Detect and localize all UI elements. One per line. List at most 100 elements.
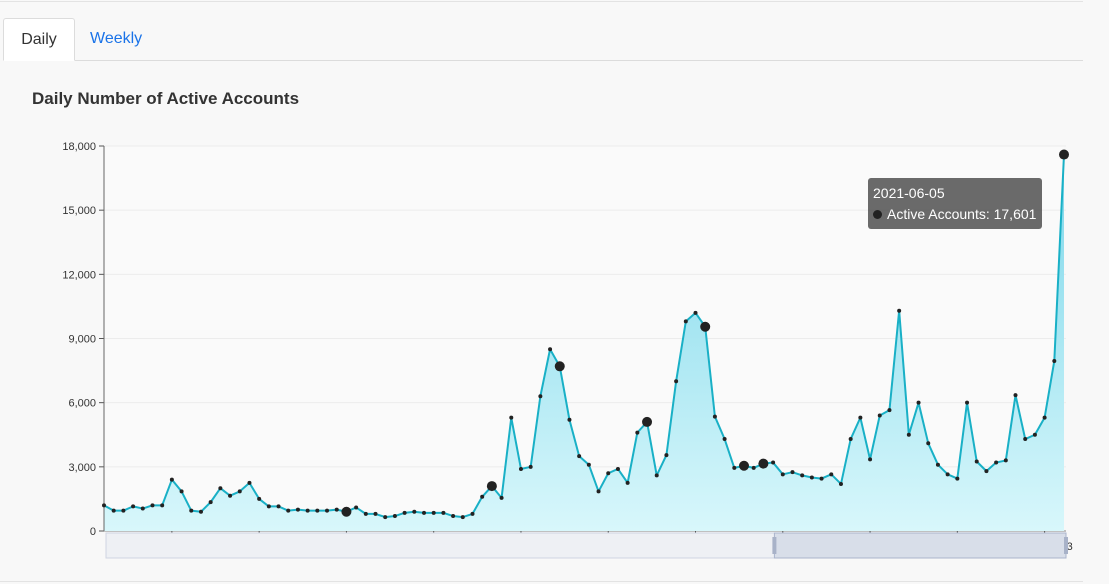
data-point[interactable] xyxy=(1052,358,1057,363)
data-point[interactable] xyxy=(383,515,388,520)
data-point[interactable] xyxy=(994,460,999,465)
data-point[interactable] xyxy=(402,510,407,515)
data-point[interactable] xyxy=(1013,393,1018,398)
tab-weekly[interactable]: Weekly xyxy=(90,30,143,47)
data-point[interactable] xyxy=(819,476,824,481)
data-point[interactable] xyxy=(838,481,843,486)
highlighted-point[interactable] xyxy=(758,458,769,469)
data-point[interactable] xyxy=(829,472,834,477)
data-point[interactable] xyxy=(693,310,698,315)
data-point[interactable] xyxy=(596,489,601,494)
tab-daily[interactable]: Daily xyxy=(3,18,75,61)
data-point[interactable] xyxy=(412,509,417,514)
data-point[interactable] xyxy=(470,511,475,516)
data-point[interactable] xyxy=(615,466,620,471)
highlighted-point[interactable] xyxy=(700,321,711,332)
data-point[interactable] xyxy=(363,511,368,516)
data-point[interactable] xyxy=(286,508,291,513)
data-point[interactable] xyxy=(935,462,940,467)
data-point[interactable] xyxy=(1042,415,1047,420)
data-point[interactable] xyxy=(897,308,902,313)
data-point[interactable] xyxy=(305,508,310,513)
data-point[interactable] xyxy=(809,475,814,480)
data-point[interactable] xyxy=(150,503,155,508)
data-point[interactable] xyxy=(334,507,339,512)
data-point[interactable] xyxy=(431,510,436,515)
data-point[interactable] xyxy=(712,414,717,419)
data-point[interactable] xyxy=(295,507,300,512)
data-point[interactable] xyxy=(877,413,882,418)
data-point[interactable] xyxy=(315,508,320,513)
data-point[interactable] xyxy=(499,495,504,500)
data-point[interactable] xyxy=(974,459,979,464)
data-point[interactable] xyxy=(237,489,242,494)
data-point[interactable] xyxy=(780,472,785,477)
data-point[interactable] xyxy=(257,496,262,501)
data-point[interactable] xyxy=(218,486,223,491)
data-point[interactable] xyxy=(441,510,446,515)
data-point[interactable] xyxy=(984,469,989,474)
data-point[interactable] xyxy=(945,472,950,477)
data-point[interactable] xyxy=(955,476,960,481)
data-point[interactable] xyxy=(732,465,737,470)
data-point[interactable] xyxy=(140,506,145,511)
data-point[interactable] xyxy=(266,504,271,509)
data-point[interactable] xyxy=(325,508,330,513)
data-point[interactable] xyxy=(790,470,795,475)
data-point[interactable] xyxy=(179,489,184,494)
data-point[interactable] xyxy=(208,500,213,505)
data-point[interactable] xyxy=(965,400,970,405)
highlighted-point[interactable] xyxy=(341,506,352,517)
data-point[interactable] xyxy=(111,508,116,513)
data-point[interactable] xyxy=(567,417,572,422)
data-point[interactable] xyxy=(121,508,126,513)
highlighted-point[interactable] xyxy=(486,481,497,492)
data-point[interactable] xyxy=(228,493,233,498)
data-point[interactable] xyxy=(102,503,106,508)
data-point[interactable] xyxy=(868,457,873,462)
data-point[interactable] xyxy=(635,430,640,435)
zoom-handle-left[interactable] xyxy=(772,537,777,554)
highlighted-point[interactable] xyxy=(642,416,653,427)
data-point[interactable] xyxy=(887,408,892,413)
zoom-selection[interactable] xyxy=(773,532,1067,559)
data-point[interactable] xyxy=(189,508,194,513)
data-point[interactable] xyxy=(422,510,426,515)
data-point[interactable] xyxy=(451,514,456,519)
data-point[interactable] xyxy=(906,432,911,437)
data-point[interactable] xyxy=(654,473,659,478)
data-point[interactable] xyxy=(354,505,359,510)
data-point[interactable] xyxy=(586,462,591,467)
data-point[interactable] xyxy=(247,480,252,485)
data-point[interactable] xyxy=(528,464,533,469)
data-point[interactable] xyxy=(664,453,669,458)
data-point[interactable] xyxy=(848,437,853,442)
data-point[interactable] xyxy=(858,415,863,420)
data-point[interactable] xyxy=(509,415,514,420)
data-point[interactable] xyxy=(373,511,378,516)
data-point[interactable] xyxy=(518,466,523,471)
zoom-slider[interactable] xyxy=(105,532,1068,559)
data-point[interactable] xyxy=(548,347,553,352)
data-point[interactable] xyxy=(480,494,485,499)
data-points[interactable] xyxy=(102,149,1069,520)
data-point[interactable] xyxy=(606,471,611,476)
data-point[interactable] xyxy=(577,454,582,459)
data-point[interactable] xyxy=(131,504,136,509)
data-point[interactable] xyxy=(722,437,727,442)
data-point[interactable] xyxy=(160,503,165,508)
data-point[interactable] xyxy=(538,394,543,399)
data-point[interactable] xyxy=(1032,432,1037,437)
data-point[interactable] xyxy=(683,319,688,324)
data-point[interactable] xyxy=(169,477,174,482)
data-point[interactable] xyxy=(674,379,679,384)
data-point[interactable] xyxy=(800,473,805,478)
data-point[interactable] xyxy=(771,460,776,465)
data-point[interactable] xyxy=(276,504,281,509)
data-point[interactable] xyxy=(625,480,630,485)
data-point[interactable] xyxy=(1003,458,1008,463)
highlighted-point[interactable] xyxy=(739,460,749,471)
data-point[interactable] xyxy=(392,514,397,519)
data-point[interactable] xyxy=(916,400,921,405)
data-point[interactable] xyxy=(1023,437,1028,442)
